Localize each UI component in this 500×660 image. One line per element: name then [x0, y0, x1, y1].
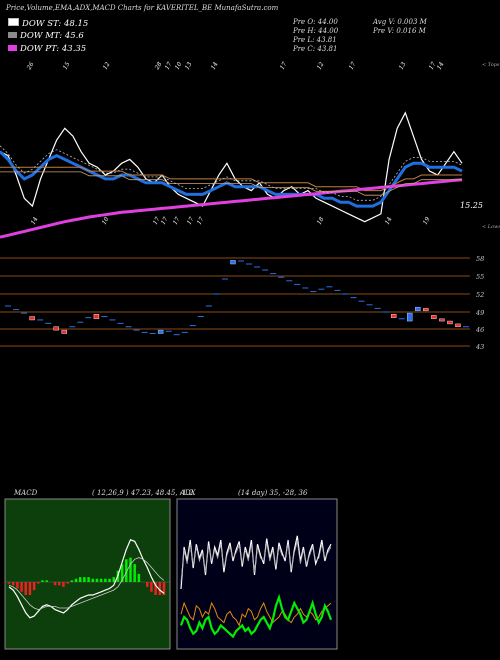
dow-pt-text: DOW PT: 43.35: [20, 44, 87, 54]
price-value-label: 15.25: [460, 201, 483, 210]
macd-line: [8, 539, 165, 619]
bottom-date-label: 17: [172, 216, 182, 226]
adx-params: (14 day) 35, -28, 36: [238, 489, 308, 497]
top-date-label: 17: [348, 61, 358, 71]
dow-st-swatch: [8, 18, 19, 26]
candle-down: [423, 308, 429, 312]
candle-up: [407, 312, 413, 322]
candle-down: [439, 318, 445, 322]
bottom-date-label: 18: [316, 216, 326, 226]
top-date-label: 26: [25, 61, 35, 72]
dow-st-text: DOW ST: 48.15: [22, 19, 89, 29]
candle-up: [415, 306, 421, 312]
adx-line: [179, 593, 333, 639]
bottom-date-label: 17: [152, 216, 162, 226]
candle-down: [455, 323, 461, 327]
dow-pt-swatch: [8, 45, 17, 51]
candle-up: [230, 260, 236, 265]
pre-high: Pre H: 44.00: [293, 27, 339, 35]
bottom-date-label: 19: [422, 216, 432, 226]
top-date-label: 12: [316, 61, 326, 71]
candle-down: [29, 316, 35, 321]
level-label: 43: [475, 343, 484, 351]
lows-label: < Lows: [482, 224, 500, 230]
candle-down: [61, 329, 67, 334]
candle-up: [157, 329, 164, 334]
top-date-label: 10: [174, 61, 184, 71]
dow-mt-legend: DOW MT: 45.6: [8, 31, 84, 41]
candle-down: [53, 326, 59, 331]
dow-mt-text: DOW MT: 45.6: [20, 31, 84, 41]
signal-line: [8, 557, 165, 611]
tops-label: < Tops: [482, 62, 500, 68]
dow-mt-swatch: [8, 32, 17, 38]
ema-slow-line: [0, 171, 462, 196]
top-date-label: 17: [428, 61, 438, 71]
bottom-date-label: 17: [186, 216, 196, 226]
candle-down: [431, 315, 437, 320]
level-label: 46: [475, 326, 484, 334]
dow-pt-legend: DOW PT: 43.35: [8, 44, 86, 54]
pre-volume: Pre V: 0.016 M: [373, 27, 426, 35]
top-date-label: 13: [184, 61, 194, 71]
adx-di-plus-shadow: [180, 541, 332, 583]
pre-low: Pre L: 43.81: [293, 36, 337, 44]
candle-down: [93, 314, 100, 320]
level-label: 49: [475, 309, 484, 317]
adx-di-minus-line: [180, 601, 332, 627]
pre-open: Pre O: 44.00: [293, 18, 338, 26]
macd-panel: [4, 498, 171, 650]
top-date-label: 17: [164, 61, 174, 71]
level-label: 58: [476, 255, 484, 263]
chart-title: Price,Volume,EMA,ADX,MACD Charts for KAV…: [6, 4, 279, 12]
top-date-label: 14: [436, 61, 446, 71]
top-date-label: 17: [279, 61, 289, 71]
bottom-date-label: 10: [101, 216, 111, 226]
bottom-date-label: 14: [30, 216, 40, 226]
macd-panel-bg: [4, 498, 171, 650]
dow-st-legend: DOW ST: 48.15: [8, 18, 88, 29]
candle-panel: 58 55 52 49 46 43: [0, 255, 484, 351]
top-date-label: 13: [398, 61, 408, 71]
ema-dotted-line: [0, 145, 463, 201]
candle-down: [447, 320, 453, 325]
level-label: 55: [476, 273, 484, 281]
long-ema-line: [0, 178, 463, 239]
macd-params: ( 12,26,9 ) 47.23, 48.45, -1.2: [92, 489, 194, 497]
ema-fast-line: [0, 150, 463, 208]
avg-volume: Avg V: 0.003 M: [373, 18, 427, 26]
candle-down: [390, 314, 397, 318]
bottom-date-label: 17: [160, 216, 170, 226]
adx-label: ADX: [179, 489, 197, 497]
macd-label: MACD: [13, 489, 38, 497]
top-date-label: 15: [62, 61, 72, 71]
top-date-label: 12: [102, 61, 112, 71]
bottom-date-label: 17: [196, 216, 206, 226]
adx-panel: [176, 498, 338, 650]
level-label: 52: [476, 291, 484, 299]
pre-close: Pre C: 43.81: [293, 45, 338, 53]
top-date-label: 14: [210, 61, 220, 71]
top-date-label: 28: [153, 61, 163, 72]
bottom-date-label: 14: [384, 216, 394, 226]
